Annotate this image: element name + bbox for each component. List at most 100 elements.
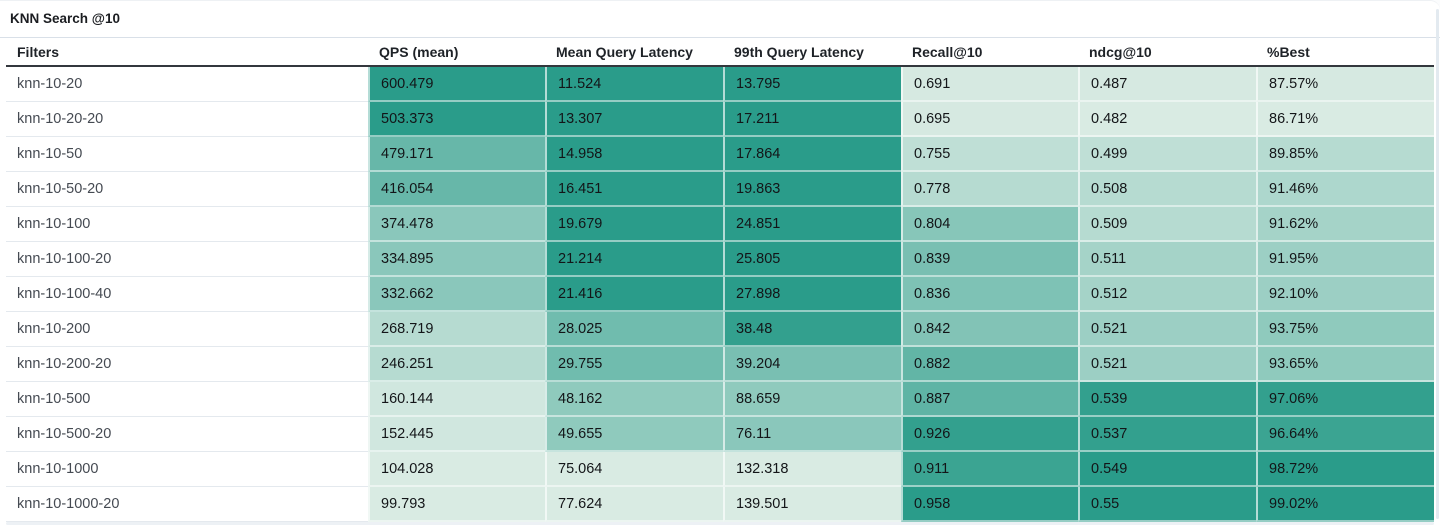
heat-cell: 48.162: [545, 382, 723, 417]
table-body: knn-10-20 600.479 11.524 13.795 0.691 0.487 87…: [6, 67, 1434, 522]
heat-cell: 77.624: [545, 487, 723, 522]
heat-cell: 0.521: [1078, 312, 1256, 347]
heat-cell: 24.851: [723, 207, 901, 242]
heat-cell: 0.836: [901, 277, 1078, 312]
heat-cell: 76.11: [723, 417, 901, 452]
heat-cell: 88.659: [723, 382, 901, 417]
heat-cell: 13.795: [723, 67, 901, 102]
heat-cell: 0.509: [1078, 207, 1256, 242]
table-row: knn-10-500 160.144 48.162 88.659 0.887 0.539 9…: [6, 382, 1434, 417]
column-header-percent-best[interactable]: %Best: [1256, 38, 1434, 67]
table-row: knn-10-100-20 334.895 21.214 25.805 0.839 0.5…: [6, 242, 1434, 277]
heat-cell: 0.958: [901, 487, 1078, 522]
column-header-mean-query-latency[interactable]: Mean Query Latency: [545, 38, 723, 67]
heat-cell: 19.679: [545, 207, 723, 242]
column-header-recall-at-10[interactable]: Recall@10: [901, 38, 1078, 67]
heat-cell: 14.958: [545, 137, 723, 172]
heat-cell: 0.926: [901, 417, 1078, 452]
column-header-filters[interactable]: Filters: [6, 38, 368, 67]
heat-cell: 87.57%: [1256, 67, 1434, 102]
heat-cell: 479.171: [368, 137, 545, 172]
column-header-qps-mean[interactable]: QPS (mean): [368, 38, 545, 67]
heat-cell: 0.911: [901, 452, 1078, 487]
heat-cell: 0.482: [1078, 102, 1256, 137]
heat-cell: 27.898: [723, 277, 901, 312]
heat-cell: 139.501: [723, 487, 901, 522]
heat-cell: 49.655: [545, 417, 723, 452]
heat-cell: 86.71%: [1256, 102, 1434, 137]
heat-cell: 268.719: [368, 312, 545, 347]
heat-cell: 21.214: [545, 242, 723, 277]
results-table: Filters QPS (mean) Mean Query Latency 99…: [6, 38, 1434, 522]
heat-cell: 16.451: [545, 172, 723, 207]
filter-cell: knn-10-1000-20: [6, 487, 368, 522]
table-row: knn-10-50 479.171 14.958 17.864 0.755 0.499 89…: [6, 137, 1434, 172]
heat-cell: 21.416: [545, 277, 723, 312]
heat-cell: 99.02%: [1256, 487, 1434, 522]
filter-cell: knn-10-1000: [6, 452, 368, 487]
heat-cell: 132.318: [723, 452, 901, 487]
heat-cell: 17.211: [723, 102, 901, 137]
heat-cell: 600.479: [368, 67, 545, 102]
heat-cell: 0.55: [1078, 487, 1256, 522]
heat-cell: 19.863: [723, 172, 901, 207]
column-header-ndcg-at-10[interactable]: ndcg@10: [1078, 38, 1256, 67]
heat-cell: 0.539: [1078, 382, 1256, 417]
filter-cell: knn-10-100-20: [6, 242, 368, 277]
filter-cell: knn-10-20-20: [6, 102, 368, 137]
column-header-99th-query-latency[interactable]: 99th Query Latency: [723, 38, 901, 67]
table-row: knn-10-100 374.478 19.679 24.851 0.804 0.509 9…: [6, 207, 1434, 242]
heat-cell: 75.064: [545, 452, 723, 487]
filter-cell: knn-10-200-20: [6, 347, 368, 382]
heat-cell: 92.10%: [1256, 277, 1434, 312]
filter-cell: knn-10-500-20: [6, 417, 368, 452]
heat-cell: 0.521: [1078, 347, 1256, 382]
filter-cell: knn-10-20: [6, 67, 368, 102]
heat-cell: 25.805: [723, 242, 901, 277]
heat-cell: 160.144: [368, 382, 545, 417]
heat-cell: 152.445: [368, 417, 545, 452]
table-row: knn-10-20-20 503.373 13.307 17.211 0.695 0.48…: [6, 102, 1434, 137]
heat-cell: 96.64%: [1256, 417, 1434, 452]
table-bottom-divider: [6, 522, 1434, 525]
table-row: knn-10-200-20 246.251 29.755 39.204 0.882 0.5…: [6, 347, 1434, 382]
heat-cell: 13.307: [545, 102, 723, 137]
filter-cell: knn-10-200: [6, 312, 368, 347]
heat-cell: 98.72%: [1256, 452, 1434, 487]
heat-cell: 374.478: [368, 207, 545, 242]
heat-cell: 332.662: [368, 277, 545, 312]
heat-cell: 0.882: [901, 347, 1078, 382]
heat-cell: 29.755: [545, 347, 723, 382]
heat-cell: 17.864: [723, 137, 901, 172]
heat-cell: 0.537: [1078, 417, 1256, 452]
panel-right-edge: [1436, 9, 1439, 519]
table-row: knn-10-500-20 152.445 49.655 76.11 0.926 0.53…: [6, 417, 1434, 452]
heat-cell: 0.511: [1078, 242, 1256, 277]
heat-cell: 503.373: [368, 102, 545, 137]
heat-cell: 0.842: [901, 312, 1078, 347]
heat-cell: 0.691: [901, 67, 1078, 102]
heat-cell: 0.887: [901, 382, 1078, 417]
heat-cell: 0.778: [901, 172, 1078, 207]
heat-cell: 104.028: [368, 452, 545, 487]
heat-cell: 99.793: [368, 487, 545, 522]
filter-cell: knn-10-50-20: [6, 172, 368, 207]
heat-cell: 93.75%: [1256, 312, 1434, 347]
heat-cell: 0.839: [901, 242, 1078, 277]
heat-cell: 91.46%: [1256, 172, 1434, 207]
table-row: knn-10-1000-20 99.793 77.624 139.501 0.958 0.…: [6, 487, 1434, 522]
table-header: Filters QPS (mean) Mean Query Latency 99…: [6, 38, 1434, 67]
heat-cell: 0.508: [1078, 172, 1256, 207]
heat-cell: 11.524: [545, 67, 723, 102]
heat-cell: 38.48: [723, 312, 901, 347]
heat-cell: 0.549: [1078, 452, 1256, 487]
heat-cell: 0.695: [901, 102, 1078, 137]
heat-cell: 91.62%: [1256, 207, 1434, 242]
filter-cell: knn-10-100-40: [6, 277, 368, 312]
table-row: knn-10-1000 104.028 75.064 132.318 0.911 0.54…: [6, 452, 1434, 487]
heat-cell: 0.512: [1078, 277, 1256, 312]
table-row: knn-10-20 600.479 11.524 13.795 0.691 0.487 87…: [6, 67, 1434, 102]
heat-cell: 334.895: [368, 242, 545, 277]
heat-cell: 0.499: [1078, 137, 1256, 172]
